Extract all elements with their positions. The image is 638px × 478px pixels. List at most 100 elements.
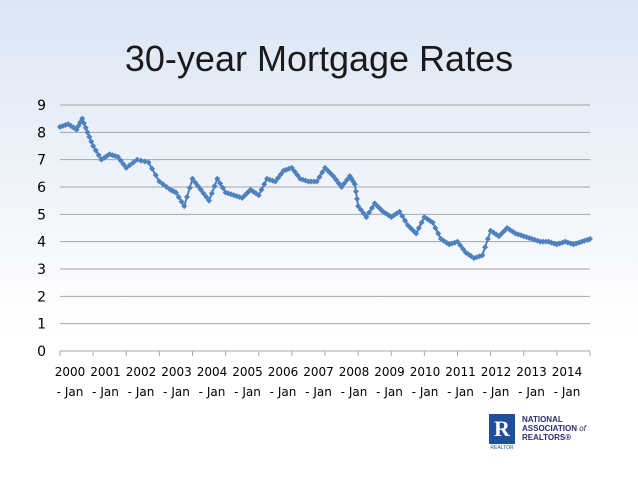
x-tick-label-month: - Jan [128, 385, 155, 399]
data-point [114, 153, 121, 160]
data-point [344, 176, 351, 183]
logo-line-1: NATIONAL [522, 415, 563, 424]
x-tick-label-month: - Jan [554, 385, 581, 399]
x-tick-label-month: - Jan [305, 385, 332, 399]
data-point [206, 197, 213, 204]
data-point [275, 174, 282, 181]
x-tick-label-month: - Jan [234, 385, 261, 399]
x-tick-label-year: 2002 [126, 365, 157, 379]
logo-line-3: REALTORS® [522, 433, 572, 442]
data-point [261, 181, 268, 188]
data-point [277, 171, 284, 178]
data-point [178, 198, 185, 205]
data-point [484, 235, 491, 242]
data-point [294, 172, 301, 179]
x-tick-label-year: 2010 [410, 365, 441, 379]
data-point [272, 178, 279, 185]
data-point [352, 188, 359, 195]
x-axis-ticks: 2000 - Jan 2001 - Jan 2002 - Jan 2003 - Jan 2004… [55, 365, 583, 399]
data-point [195, 183, 202, 190]
data-point [84, 129, 91, 136]
data-point [368, 204, 375, 211]
data-point [126, 162, 133, 169]
y-tick-label: 9 [37, 98, 46, 114]
data-point [418, 219, 425, 226]
y-tick-label: 5 [37, 207, 46, 223]
data-point [214, 175, 221, 182]
data-point [145, 159, 152, 166]
data-point [186, 184, 193, 191]
x-tick-label-year: 2004 [197, 365, 228, 379]
data-point [130, 159, 137, 166]
data-point [200, 190, 207, 197]
data-point [86, 133, 93, 140]
x-tick-label-year: 2000 [55, 365, 86, 379]
data-point [123, 164, 130, 171]
x-tick-label-year: 2008 [339, 365, 370, 379]
data-point [506, 226, 513, 233]
data-point [92, 147, 99, 154]
data-point [120, 161, 127, 168]
data-point [217, 180, 224, 187]
data-point [288, 164, 295, 171]
data-point [160, 181, 167, 188]
x-tick-label-month: - Jan [447, 385, 474, 399]
x-tick-label-year: 2009 [374, 365, 405, 379]
data-point [330, 173, 337, 180]
x-tick-label-year: 2001 [90, 365, 121, 379]
data-point [80, 120, 87, 127]
x-tick-label-year: 2007 [303, 365, 334, 379]
realtor-r-logo-icon [489, 414, 515, 444]
x-tick-label-year: 2005 [232, 365, 263, 379]
data-point [149, 165, 156, 172]
data-point [360, 210, 367, 217]
data-point [258, 186, 265, 193]
data-point [333, 176, 340, 183]
x-tick-label-month: - Jan [270, 385, 297, 399]
logo-of: of [579, 424, 586, 433]
x-tick-label-month: - Jan [376, 385, 403, 399]
data-point [415, 225, 422, 231]
logo-letter: R [494, 416, 510, 441]
data-point [88, 138, 95, 145]
data-point [363, 214, 370, 221]
logo-wordmark: NATIONAL ASSOCIATION of REALTORS® [522, 415, 586, 442]
x-tick-label-month: - Jan [163, 385, 190, 399]
data-point [354, 195, 361, 202]
y-tick-label: 0 [37, 344, 46, 360]
data-point [396, 208, 403, 215]
data-point [319, 169, 326, 176]
y-tick-label: 2 [37, 289, 46, 305]
y-tick-label: 4 [37, 235, 46, 251]
data-point [335, 180, 342, 187]
data-point [429, 219, 436, 226]
data-point [402, 217, 409, 224]
x-tick-label-year: 2012 [481, 365, 512, 379]
logo-sub-text: REALTOR [490, 445, 514, 451]
data-point [252, 190, 259, 197]
data-point [183, 194, 190, 201]
data-point [189, 175, 196, 182]
data-point [163, 184, 170, 190]
data-point [357, 206, 364, 213]
nar-logo: R REALTOR NATIONAL ASSOCIATION of REALTO… [489, 414, 629, 454]
x-tick-label-month: - Jan [57, 385, 84, 399]
data-point [219, 184, 226, 191]
data-point [255, 192, 262, 199]
x-tick-label-month: - Jan [412, 385, 439, 399]
x-tick-label-month: - Jan [341, 385, 368, 399]
x-tick-label-year: 2006 [268, 365, 299, 379]
y-axis-ticks: 0 1 2 3 4 5 6 7 8 9 [37, 98, 46, 360]
data-point [208, 190, 215, 197]
data-point [341, 180, 348, 187]
data-point [192, 179, 199, 186]
data-point [460, 245, 467, 252]
data-point [454, 238, 461, 245]
data-point [479, 252, 486, 259]
y-tick-label: 8 [37, 125, 46, 141]
data-point [152, 172, 159, 179]
data-point [351, 181, 358, 188]
data-point [90, 143, 97, 149]
data-point [482, 244, 489, 251]
